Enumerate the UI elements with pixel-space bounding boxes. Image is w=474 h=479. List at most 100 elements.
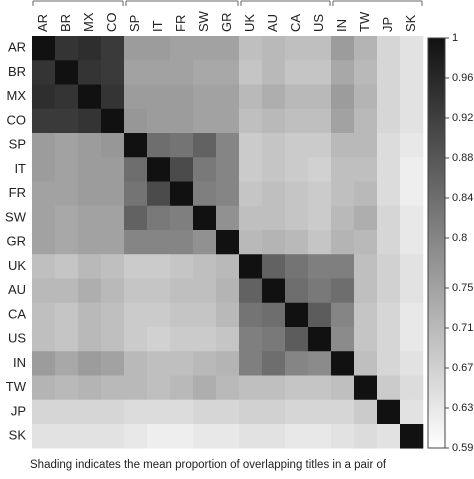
heatmap-cell bbox=[285, 375, 309, 401]
heatmap-cell bbox=[331, 399, 355, 425]
heatmap-cell bbox=[216, 351, 240, 376]
x-tick-label: SW bbox=[196, 10, 211, 32]
colorbar-tick-label: 0.8 bbox=[452, 232, 467, 244]
heatmap-cell bbox=[331, 205, 355, 231]
colorbar-tick-label: 0.84 bbox=[452, 192, 473, 204]
heatmap-cell bbox=[262, 375, 286, 401]
heatmap-cell bbox=[193, 205, 217, 231]
heatmap-cell bbox=[147, 60, 171, 85]
heatmap-cell bbox=[354, 157, 378, 182]
heatmap-cell bbox=[193, 181, 217, 207]
heatmap-cell bbox=[216, 60, 240, 85]
heatmap-cell bbox=[78, 84, 102, 110]
heatmap-cell bbox=[262, 230, 286, 255]
heatmap-cell bbox=[216, 181, 240, 207]
heatmap-cell bbox=[170, 181, 194, 207]
heatmap-cell bbox=[78, 60, 102, 85]
heatmap-cell bbox=[239, 133, 263, 158]
heatmap-cell bbox=[101, 327, 125, 352]
x-tick-label: CO bbox=[104, 13, 119, 33]
heatmap-cell bbox=[124, 327, 148, 352]
heatmap-cell bbox=[239, 302, 263, 328]
heatmap-cell bbox=[400, 36, 424, 61]
heatmap-cell bbox=[377, 181, 401, 207]
heatmap-cell bbox=[400, 302, 424, 328]
heatmap-cell bbox=[32, 133, 56, 158]
heatmap-cell bbox=[354, 133, 378, 158]
heatmap-cell bbox=[285, 108, 309, 134]
heatmap-cell bbox=[55, 254, 79, 279]
heatmap-cell bbox=[308, 108, 332, 134]
heatmap-cell bbox=[377, 278, 401, 304]
heatmap-cell bbox=[124, 254, 148, 279]
heatmap-cell bbox=[193, 60, 217, 85]
colorbar bbox=[427, 37, 446, 449]
heatmap-cell bbox=[55, 278, 79, 304]
heatmap-cell bbox=[147, 181, 171, 207]
heatmap-cell bbox=[308, 424, 332, 449]
x-tick-label: TW bbox=[357, 11, 372, 32]
heatmap-cell bbox=[400, 375, 424, 401]
heatmap-cell bbox=[400, 278, 424, 304]
heatmap-cell bbox=[193, 351, 217, 376]
heatmap-cell bbox=[239, 84, 263, 110]
heatmap-cell bbox=[331, 60, 355, 85]
heatmap-cell bbox=[193, 157, 217, 182]
heatmap-cell bbox=[147, 108, 171, 134]
heatmap-cell bbox=[193, 230, 217, 255]
heatmap-cell bbox=[124, 60, 148, 85]
heatmap-cell bbox=[170, 351, 194, 376]
heatmap-cell bbox=[239, 60, 263, 85]
y-tick-label: CA bbox=[8, 306, 26, 321]
heatmap-cell bbox=[55, 157, 79, 182]
heatmap-cell bbox=[377, 84, 401, 110]
x-tick-label: AR bbox=[35, 14, 50, 32]
heatmap-cell bbox=[377, 133, 401, 158]
colorbar-tick-label: 1 bbox=[452, 32, 458, 44]
heatmap-cell bbox=[377, 36, 401, 61]
heatmap-cell bbox=[170, 205, 194, 231]
y-tick-label: MX bbox=[7, 88, 27, 103]
heatmap-cell bbox=[239, 375, 263, 401]
heatmap-cell bbox=[78, 351, 102, 376]
heatmap-cell bbox=[147, 278, 171, 304]
heatmap-cell bbox=[193, 399, 217, 425]
heatmap-cell bbox=[354, 302, 378, 328]
heatmap-cell bbox=[32, 157, 56, 182]
group-brackets bbox=[32, 0, 423, 6]
heatmap-cell bbox=[377, 399, 401, 425]
x-tick-label: AU bbox=[265, 14, 280, 32]
heatmap-cell bbox=[377, 60, 401, 85]
heatmap-cell bbox=[377, 254, 401, 279]
heatmap-cell bbox=[55, 36, 79, 61]
heatmap-cell bbox=[101, 302, 125, 328]
heatmap-cell bbox=[170, 399, 194, 425]
heatmap-cell bbox=[377, 108, 401, 134]
heatmap-cell bbox=[78, 205, 102, 231]
heatmap-cell bbox=[101, 375, 125, 401]
heatmap-cell bbox=[216, 108, 240, 134]
colorbar-tick-label: 0.63 bbox=[452, 402, 473, 414]
heatmap-cell bbox=[262, 327, 286, 352]
x-tick-label: UK bbox=[242, 14, 257, 32]
heatmap-cell bbox=[331, 278, 355, 304]
heatmap-cell bbox=[124, 278, 148, 304]
heatmap-cell bbox=[193, 254, 217, 279]
heatmap-cell bbox=[124, 351, 148, 376]
heatmap-cell bbox=[124, 205, 148, 231]
heatmap-cell bbox=[170, 278, 194, 304]
heatmap-cell bbox=[354, 108, 378, 134]
heatmap-cell bbox=[354, 254, 378, 279]
heatmap-cell bbox=[400, 60, 424, 85]
heatmap-cell bbox=[285, 424, 309, 449]
heatmap-cell bbox=[262, 60, 286, 85]
heatmap-cell bbox=[78, 133, 102, 158]
heatmap-cell bbox=[308, 375, 332, 401]
heatmap-cell bbox=[55, 230, 79, 255]
heatmap-cell bbox=[262, 302, 286, 328]
heatmap-cell bbox=[78, 327, 102, 352]
caption: Shading indicates the mean proportion of… bbox=[30, 459, 387, 471]
heatmap-cell bbox=[262, 108, 286, 134]
heatmap-cell bbox=[285, 327, 309, 352]
